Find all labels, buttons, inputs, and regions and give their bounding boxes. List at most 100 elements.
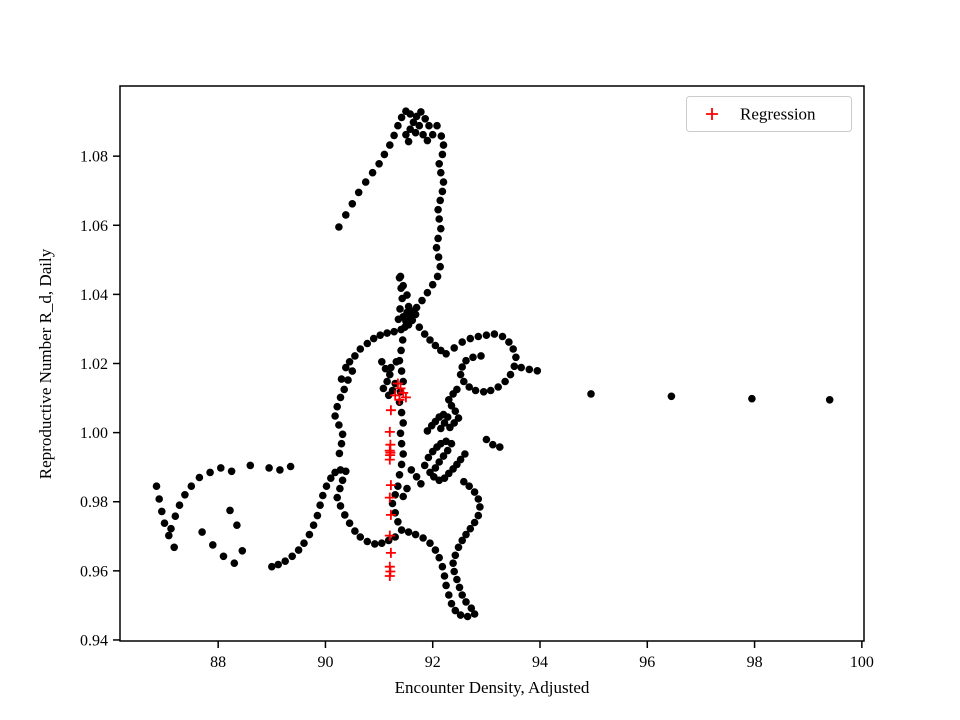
scatter-point xyxy=(476,503,484,511)
scatter-point xyxy=(369,334,378,343)
legend: Regression xyxy=(686,96,852,132)
scatter-point xyxy=(490,330,499,338)
scatter-point xyxy=(587,390,595,398)
scatter-point xyxy=(396,429,405,438)
scatter-point xyxy=(322,482,331,491)
scatter-point xyxy=(460,377,468,386)
scatter-point xyxy=(351,352,359,360)
scatter-point xyxy=(477,352,485,360)
scatter-point xyxy=(327,474,335,483)
scatter-point xyxy=(431,464,440,472)
scatter-point xyxy=(433,272,442,281)
scatter-point xyxy=(435,160,444,168)
scatter-point xyxy=(509,345,517,353)
x-tick-label: 88 xyxy=(210,654,226,671)
scatter-point xyxy=(462,356,470,365)
scatter-point xyxy=(397,408,406,417)
scatter-point xyxy=(335,449,344,458)
scatter-point xyxy=(155,495,163,503)
scatter-point xyxy=(474,511,483,520)
scatter-point xyxy=(430,473,438,481)
scatter-point xyxy=(300,539,308,547)
scatter-point xyxy=(378,358,386,366)
scatter-point xyxy=(342,363,350,372)
scatter-point xyxy=(375,160,383,168)
scatter-point xyxy=(434,234,442,243)
y-tick-label: 1.06 xyxy=(80,218,108,235)
scatter-point xyxy=(195,473,204,482)
scatter-point xyxy=(160,519,169,527)
scatter-point xyxy=(482,435,491,444)
scatter-point xyxy=(336,484,344,493)
scatter-point xyxy=(380,150,389,159)
scatter-point xyxy=(305,530,314,539)
regression-marker xyxy=(385,480,396,491)
x-tick-label: 92 xyxy=(425,654,441,671)
regression-marker xyxy=(385,405,396,416)
scatter-point xyxy=(447,439,456,448)
scatter-point xyxy=(465,383,474,391)
scatter-point xyxy=(458,363,467,371)
scatter-point xyxy=(462,530,470,539)
scatter-point xyxy=(187,482,196,491)
y-tick-label: 0.96 xyxy=(80,563,108,580)
scatter-point xyxy=(209,541,217,549)
scatter-point xyxy=(379,384,388,393)
scatter-point xyxy=(219,552,228,561)
scatter-point xyxy=(286,462,295,471)
scatter-point xyxy=(398,294,407,303)
scatter-point xyxy=(335,223,343,231)
y-tick-label: 1.08 xyxy=(80,149,108,166)
scatter-point xyxy=(227,467,236,476)
series-observations xyxy=(152,107,834,621)
scatter-point xyxy=(463,612,472,621)
scatter-point xyxy=(428,130,437,139)
y-tick-label: 0.98 xyxy=(80,494,108,511)
scatter-point xyxy=(386,370,394,379)
scatter-point xyxy=(331,412,339,420)
scatter-point xyxy=(409,118,418,127)
scatter-point xyxy=(384,536,393,545)
scatter-point xyxy=(451,407,460,416)
scatter-point xyxy=(333,402,342,411)
scatter-point xyxy=(431,341,440,350)
y-tick-label: 1.02 xyxy=(80,356,108,373)
scatter-point xyxy=(443,446,452,455)
scatter-point xyxy=(345,358,354,366)
scatter-point xyxy=(442,350,450,358)
scatter-point xyxy=(206,468,214,477)
scatter-point xyxy=(435,553,444,562)
scatter-point xyxy=(506,370,515,379)
scatter-point xyxy=(363,339,372,348)
scatter-point xyxy=(356,533,365,541)
scatter-point xyxy=(419,534,427,542)
scatter-point xyxy=(440,419,449,427)
scatter-point xyxy=(198,528,206,536)
scatter-point xyxy=(418,296,426,305)
scatter-point xyxy=(378,539,386,547)
scatter-point xyxy=(333,493,342,502)
scatter-point xyxy=(426,539,434,547)
scatter-point xyxy=(458,591,467,599)
scatter-point xyxy=(748,394,756,403)
scatter-point xyxy=(439,178,448,186)
scatter-point xyxy=(445,396,453,404)
scatter-point xyxy=(376,331,385,340)
scatter-point xyxy=(341,511,349,519)
regression-marker xyxy=(385,509,396,520)
scatter-point xyxy=(489,440,497,449)
scatter-point xyxy=(281,557,290,565)
scatter-point xyxy=(437,168,445,177)
scatter-point xyxy=(486,386,495,395)
scatter-point xyxy=(437,224,445,233)
scatter-point xyxy=(226,506,234,515)
y-axis-label: Reproductive Number R_d, Daily xyxy=(36,248,55,480)
scatter-point xyxy=(474,495,483,503)
scatter-point xyxy=(386,141,394,149)
scatter-point xyxy=(450,344,459,352)
scatter-point xyxy=(394,482,402,491)
regression-marker xyxy=(385,547,396,558)
scatter-point xyxy=(423,136,432,145)
scatter-point xyxy=(411,530,420,539)
scatter-point xyxy=(345,519,354,527)
